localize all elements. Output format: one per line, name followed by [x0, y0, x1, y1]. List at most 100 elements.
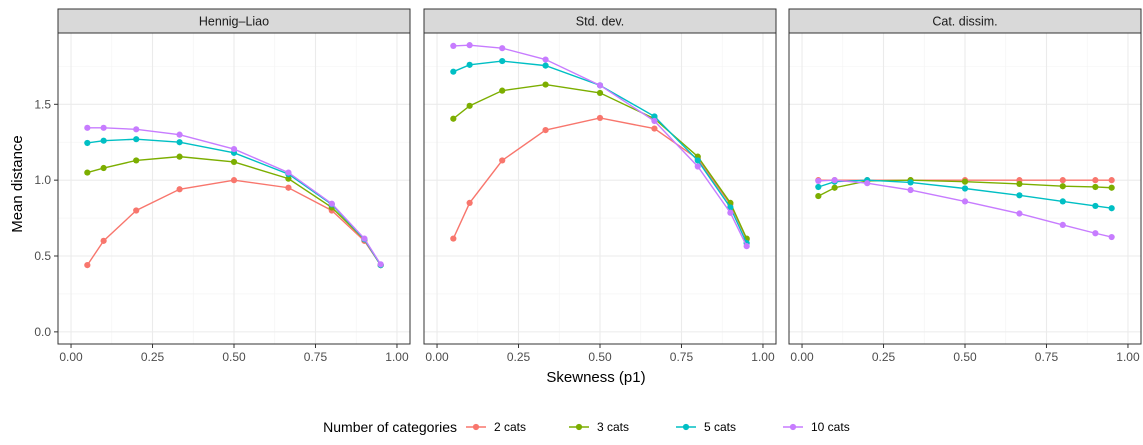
data-point — [651, 125, 658, 132]
data-point — [1108, 233, 1115, 241]
data-point — [230, 145, 238, 153]
legend-title: Number of categories — [323, 419, 457, 435]
data-point — [133, 136, 140, 143]
data-point — [499, 157, 506, 164]
y-tick-label: 0.5 — [34, 249, 51, 263]
data-point — [466, 61, 473, 68]
x-tick-label: 0.75 — [304, 350, 328, 364]
x-tick-label: 0.25 — [872, 350, 896, 364]
data-point — [100, 164, 107, 172]
data-point — [542, 56, 549, 63]
data-point — [596, 89, 604, 97]
legend-item: 10 cats — [783, 420, 850, 434]
data-point — [84, 262, 91, 269]
data-point — [651, 117, 658, 125]
data-point — [176, 186, 183, 193]
x-tick-label: 0.75 — [670, 350, 694, 364]
data-point — [450, 115, 457, 122]
data-point — [1059, 183, 1066, 190]
data-point — [831, 184, 838, 191]
legend-item: 2 cats — [466, 420, 526, 434]
x-tick-label: 0.00 — [59, 350, 83, 364]
data-point — [727, 204, 734, 211]
x-tick-label: 1.00 — [385, 350, 409, 364]
data-point — [694, 157, 701, 164]
data-point — [466, 199, 473, 207]
data-point — [1108, 177, 1115, 184]
data-point — [377, 261, 384, 268]
y-tick-label: 0.0 — [34, 325, 51, 339]
legend-key-point — [575, 423, 583, 431]
facet-strip-label: Cat. dissim. — [932, 15, 997, 29]
data-point — [100, 237, 107, 244]
legend-label: 5 cats — [704, 420, 736, 434]
legend-label: 10 cats — [811, 420, 850, 434]
data-point — [230, 158, 238, 166]
data-point — [1092, 177, 1099, 184]
data-point — [1016, 180, 1023, 188]
data-point — [1059, 177, 1066, 184]
data-point — [176, 139, 183, 146]
facet-strip-label: Hennig–Liao — [199, 15, 269, 29]
x-tick-label: 0.50 — [953, 350, 977, 364]
legend-key-point — [789, 423, 797, 431]
data-point — [499, 87, 506, 94]
legend-key-point — [472, 423, 480, 431]
data-point — [133, 207, 140, 214]
x-tick-label: 0.50 — [588, 350, 612, 364]
x-axis-title: Skewness (p1) — [546, 369, 645, 386]
legend-label: 2 cats — [494, 420, 526, 434]
data-point — [84, 169, 91, 176]
data-point — [328, 200, 335, 207]
data-point — [1016, 192, 1023, 199]
data-point — [450, 42, 457, 49]
data-point — [466, 102, 473, 109]
data-point — [1059, 198, 1066, 205]
x-tick-label: 0.75 — [1035, 350, 1059, 364]
data-point — [542, 126, 549, 134]
data-point — [727, 209, 734, 216]
data-point — [743, 243, 750, 250]
data-point — [961, 185, 969, 192]
data-point — [1108, 184, 1115, 191]
y-tick-label: 1.0 — [34, 173, 51, 187]
data-point — [499, 45, 506, 52]
data-point — [1016, 210, 1023, 217]
data-point — [450, 235, 457, 242]
data-point — [1092, 202, 1099, 210]
y-axis-title: Mean distance — [9, 135, 26, 233]
x-tick-label: 0.50 — [222, 350, 246, 364]
x-tick-label: 0.00 — [425, 350, 449, 364]
data-point — [1059, 221, 1066, 229]
x-tick-label: 0.25 — [507, 350, 531, 364]
data-point — [285, 169, 292, 176]
data-point — [961, 178, 969, 185]
facet-strip — [423, 8, 777, 34]
data-point — [831, 177, 838, 184]
x-tick-label: 1.00 — [1116, 350, 1140, 364]
data-point — [176, 131, 183, 138]
data-point — [1092, 183, 1099, 191]
legend-label: 3 cats — [597, 420, 629, 434]
data-point — [133, 157, 140, 164]
legend-item: 3 cats — [569, 420, 629, 434]
data-point — [815, 192, 822, 200]
data-point — [596, 114, 604, 122]
data-point — [815, 177, 822, 185]
legend-item: 5 cats — [676, 420, 736, 434]
y-axis: 0.0 0.5 1.0 1.5 — [34, 97, 58, 339]
data-point — [285, 184, 292, 191]
facet-strip — [788, 8, 1142, 34]
data-point — [542, 81, 549, 88]
data-point — [907, 179, 914, 186]
data-point — [361, 235, 368, 242]
data-point — [176, 153, 183, 160]
data-point — [1108, 205, 1115, 212]
data-point — [133, 126, 140, 133]
legend: Number of categories 2 cats 3 cats 5 cats 1… — [323, 419, 850, 435]
legend-keys: 2 cats 3 cats 5 cats 10 cats — [466, 420, 850, 434]
data-point — [815, 183, 822, 191]
data-point — [864, 180, 871, 187]
